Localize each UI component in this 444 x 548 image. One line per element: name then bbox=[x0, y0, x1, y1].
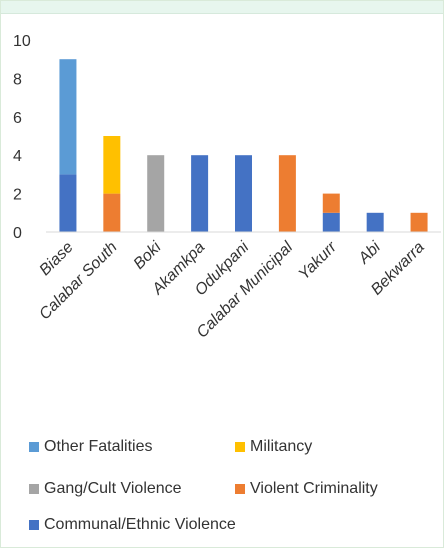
x-tick-label-biase: Biase bbox=[36, 239, 76, 279]
legend-swatch-militancy bbox=[235, 442, 245, 452]
y-tick-label: 2 bbox=[13, 187, 22, 204]
legend-item-militancy: Militancy bbox=[235, 438, 312, 456]
legend-swatch-communal-ethnic-violence bbox=[29, 520, 39, 530]
legend-label-militancy: Militancy bbox=[250, 438, 313, 455]
legend-swatch-gang-cult-violence bbox=[29, 484, 39, 494]
x-tick-label-boki: Boki bbox=[131, 238, 165, 272]
legend-label-gang-cult-violence: Gang/Cult Violence bbox=[44, 480, 182, 497]
y-tick-label: 4 bbox=[13, 148, 22, 165]
x-tick-label-abi: Abi bbox=[355, 238, 384, 267]
bar-boki-gang-cult-violence bbox=[147, 155, 165, 232]
top-band bbox=[1, 1, 443, 14]
y-axis-ticks: 0 2 4 6 8 10 bbox=[13, 33, 31, 242]
bar-akamkpa-communal-ethnic-violence bbox=[191, 155, 209, 232]
y-tick-label: 6 bbox=[13, 110, 22, 127]
y-tick-label: 0 bbox=[13, 225, 22, 242]
legend-label-other-fatalities: Other Fatalities bbox=[44, 438, 153, 455]
bar-bekwarra-violent-criminality bbox=[410, 212, 428, 232]
bar-calabar-south-violent-criminality bbox=[103, 193, 121, 232]
legend-item-other-fatalities: Other Fatalities bbox=[29, 438, 152, 456]
legend: Other Fatalities Militancy Gang/Cult Vio… bbox=[29, 426, 439, 546]
bar-series bbox=[59, 59, 428, 232]
bar-odukpani-communal-ethnic-violence bbox=[235, 155, 252, 232]
x-tick-label-yakurr: Yakurr bbox=[296, 238, 341, 283]
bar-biase-communal-ethnic-violence bbox=[59, 174, 77, 232]
legend-label-communal-ethnic-violence: Communal/Ethnic Violence bbox=[44, 516, 236, 533]
legend-swatch-other-fatalities bbox=[29, 442, 39, 452]
bar-calabar-municipal-violent-criminality bbox=[278, 155, 296, 232]
y-tick-label: 8 bbox=[13, 71, 22, 88]
bar-abi-communal-ethnic-violence bbox=[366, 212, 384, 232]
bar-yakurr-communal-ethnic-violence bbox=[322, 212, 340, 232]
bar-calabar-south-militancy bbox=[103, 136, 121, 194]
y-tick-label: 10 bbox=[13, 33, 31, 50]
bar-yakurr-violent-criminality bbox=[322, 193, 340, 213]
legend-item-gang-cult-violence: Gang/Cult Violence bbox=[29, 480, 182, 498]
legend-swatch-violent-criminality bbox=[235, 484, 245, 494]
legend-item-communal-ethnic-violence: Communal/Ethnic Violence bbox=[29, 516, 236, 534]
legend-label-violent-criminality: Violent Criminality bbox=[250, 480, 378, 497]
bar-biase-other-fatalities bbox=[59, 59, 77, 175]
x-tick-label-calabar-south: Calabar South bbox=[36, 239, 120, 323]
legend-item-violent-criminality: Violent Criminality bbox=[235, 480, 378, 498]
